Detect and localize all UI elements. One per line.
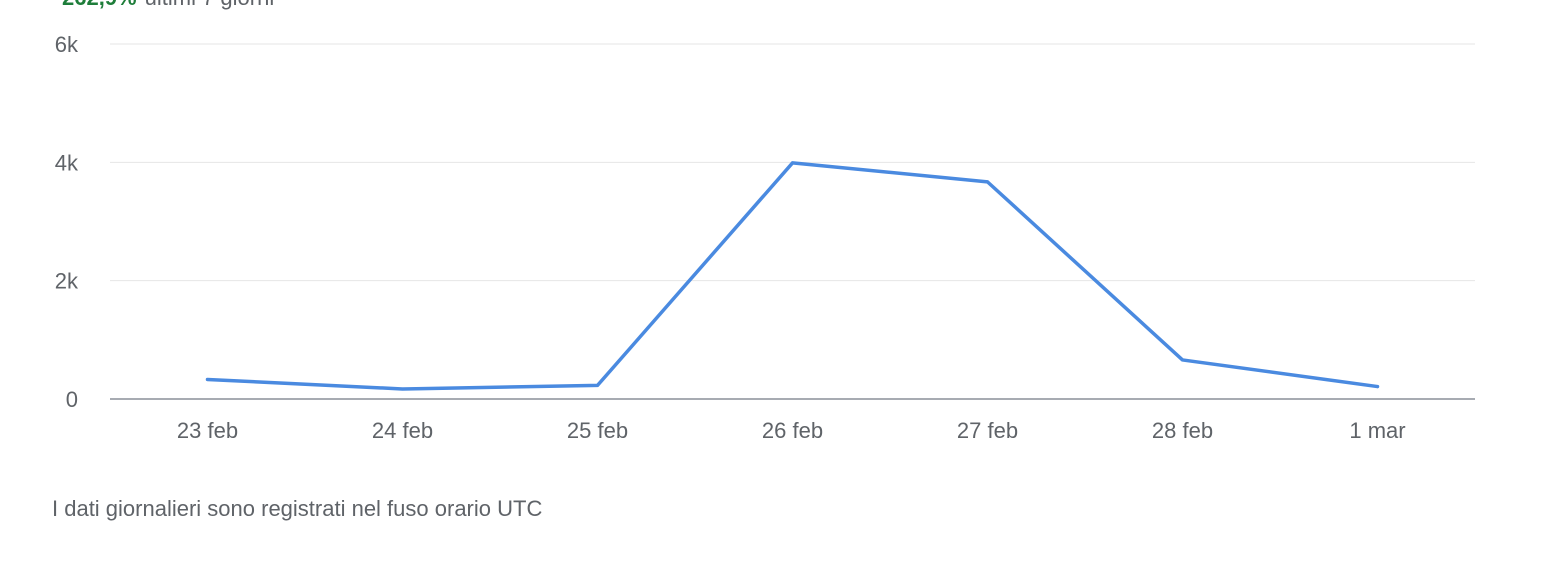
line-chart: 0 2k 4k 6k 23 feb 24 feb 25 feb 26 feb 27 feb 28…	[55, 32, 1475, 443]
grid-lines	[110, 43, 1475, 400]
x-tick-label: 27 feb	[957, 418, 1018, 443]
x-tick-label: 23 feb	[177, 418, 238, 443]
data-point[interactable]	[1376, 385, 1379, 389]
data-point[interactable]	[401, 387, 404, 391]
x-tick-label: 25 feb	[567, 418, 628, 443]
timezone-footnote: I dati giornalieri sono registrati nel f…	[52, 496, 543, 521]
change-summary: 262,9% ultimi 7 giorni	[62, 0, 274, 10]
x-tick-label: 24 feb	[372, 418, 433, 443]
data-point[interactable]	[1181, 358, 1184, 362]
x-axis-ticks: 23 feb 24 feb 25 feb 26 feb 27 feb 28 feb 1 ma…	[177, 418, 1406, 443]
data-point[interactable]	[791, 161, 794, 165]
x-tick-label: 28 feb	[1152, 418, 1213, 443]
data-point[interactable]	[986, 180, 989, 184]
y-tick-label: 4k	[55, 150, 79, 175]
series-line	[205, 161, 1380, 391]
change-period: ultimi 7 giorni	[145, 0, 275, 10]
y-tick-label: 0	[66, 387, 78, 412]
x-tick-label: 1 mar	[1349, 418, 1405, 443]
x-tick-label: 26 feb	[762, 418, 823, 443]
y-tick-label: 6k	[55, 32, 79, 57]
change-percentage: 262,9%	[62, 0, 137, 10]
series-group	[205, 161, 1380, 391]
y-tick-label: 2k	[55, 269, 79, 294]
data-point[interactable]	[596, 383, 599, 387]
y-axis-ticks: 0 2k 4k 6k	[55, 32, 79, 412]
data-point[interactable]	[206, 377, 209, 381]
